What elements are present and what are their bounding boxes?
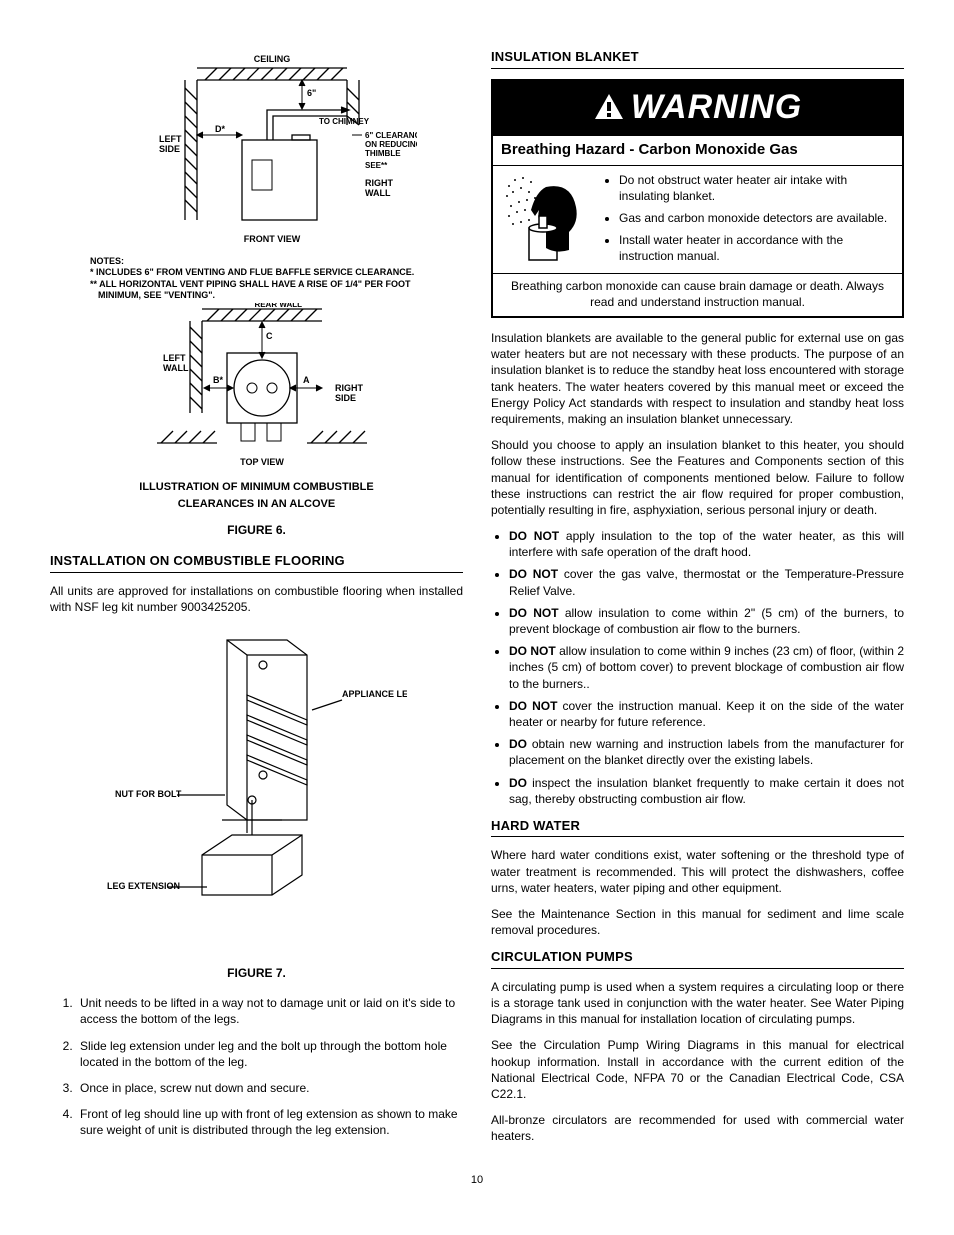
step-4: Front of leg should line up with front o… — [76, 1106, 463, 1138]
label-front-view: FRONT VIEW — [243, 234, 300, 244]
label-d: D* — [215, 124, 225, 134]
figure-7-caption: FIGURE 7. — [50, 965, 463, 981]
circ-para-2: See the Circulation Pump Wiring Diagrams… — [491, 1037, 904, 1102]
warning-box: WARNING Breathing Hazard - Carbon Monoxi… — [491, 79, 904, 318]
ins-bullet-4: DO NOT allow insulation to come within 9… — [509, 643, 904, 692]
page-number: 10 — [50, 1173, 904, 1188]
label-appliance-leg: APPLIANCE LEG — [342, 689, 407, 699]
circ-para-1: A circulating pump is used when a system… — [491, 979, 904, 1028]
label-6in: 6" — [307, 88, 316, 98]
insulation-bullets: DO NOT apply insulation to the top of th… — [491, 528, 904, 807]
label-left-wall-2: WALL — [163, 363, 189, 373]
label-left-side-1: LEFT — [159, 134, 182, 144]
install-heading: INSTALLATION ON COMBUSTIBLE FLOORING — [50, 552, 463, 573]
figure-7: APPLIANCE LEG NUT FOR BOLT LEG EXTENSION — [107, 625, 407, 955]
hard-para-1: Where hard water conditions exist, water… — [491, 847, 904, 896]
hard-para-2: See the Maintenance Section in this manu… — [491, 906, 904, 938]
label-nut-bolt: NUT FOR BOLT — [115, 789, 182, 799]
figure-6-front-view: CEILING LEFT SIDE — [97, 40, 417, 250]
step-3: Once in place, screw nut down and secure… — [76, 1080, 463, 1096]
ins-bullet-7: DO inspect the insulation blanket freque… — [509, 775, 904, 807]
hard-water-heading: HARD WATER — [491, 817, 904, 838]
note-2: ** ALL HORIZONTAL VENT PIPING SHALL HAVE… — [90, 279, 463, 290]
install-steps: Unit needs to be lifted in a way not to … — [50, 995, 463, 1138]
label-left-wall-1: LEFT — [163, 353, 186, 363]
step-2: Slide leg extension under leg and the bo… — [76, 1038, 463, 1070]
label-right-1: RIGHT — [365, 178, 394, 188]
install-para: All units are approved for installations… — [50, 583, 463, 615]
note-1: * INCLUDES 6" FROM VENTING AND FLUE BAFF… — [90, 267, 463, 278]
label-right-side-2: SIDE — [335, 393, 356, 403]
warning-title-text: WARNING — [631, 85, 802, 131]
ins-bullet-3: DO NOT allow insulation to come within 2… — [509, 605, 904, 637]
figure-6-top-view: REAR WALL — [107, 303, 407, 473]
label-top-view: TOP VIEW — [240, 457, 284, 467]
ins-bullet-2: DO NOT cover the gas valve, thermostat o… — [509, 566, 904, 598]
label-right-2: WALL — [365, 188, 391, 198]
warning-triangle-icon — [593, 92, 625, 122]
insulation-heading: INSULATION BLANKET — [491, 48, 904, 69]
ins-para-1: Insulation blankets are available to the… — [491, 330, 904, 427]
figure-6-caption: FIGURE 6. — [50, 522, 463, 538]
label-clearance-3: THIMBLE — [365, 149, 401, 158]
warning-subtitle: Breathing Hazard - Carbon Monoxide Gas — [493, 136, 902, 165]
label-leg-extension: LEG EXTENSION — [107, 881, 180, 891]
label-see: SEE** — [365, 161, 388, 170]
ins-para-2: Should you choose to apply an insulation… — [491, 437, 904, 518]
ins-bullet-5: DO NOT cover the instruction manual. Kee… — [509, 698, 904, 730]
label-clearance-2: ON REDUCING — [365, 140, 417, 149]
label-right-side-1: RIGHT — [335, 383, 364, 393]
label-left-side-2: SIDE — [159, 144, 180, 154]
warning-footer: Breathing carbon monoxide can cause brai… — [493, 274, 902, 316]
label-b: B* — [213, 375, 223, 385]
ins-bullet-6: DO obtain new warning and instruction la… — [509, 736, 904, 768]
circ-para-3: All-bronze circulators are recommended f… — [491, 1112, 904, 1144]
ins-bullet-1: DO NOT apply insulation to the top of th… — [509, 528, 904, 560]
label-c: C — [266, 331, 273, 341]
warning-bullet-3: Install water heater in accordance with … — [619, 232, 894, 264]
circ-heading: CIRCULATION PUMPS — [491, 948, 904, 969]
illustration-caption-1: ILLUSTRATION OF MINIMUM COMBUSTIBLE — [50, 479, 463, 496]
illustration-caption-2: CLEARANCES IN AN ALCOVE — [50, 496, 463, 513]
label-clearance-1: 6" CLEARANCE — [365, 131, 417, 140]
breathing-hazard-icon — [501, 172, 593, 262]
notes-label: NOTES: — [90, 256, 463, 267]
warning-bullet-2: Gas and carbon monoxide detectors are av… — [619, 210, 894, 226]
note-3: MINIMUM, SEE "VENTING". — [98, 290, 463, 301]
label-to-chimney: TO CHIMNEY — [319, 117, 370, 126]
warning-bullet-1: Do not obstruct water heater air intake … — [619, 172, 894, 204]
step-1: Unit needs to be lifted in a way not to … — [76, 995, 463, 1027]
label-a: A — [303, 375, 310, 385]
label-rear-wall: REAR WALL — [254, 303, 302, 309]
label-ceiling: CEILING — [253, 54, 290, 64]
